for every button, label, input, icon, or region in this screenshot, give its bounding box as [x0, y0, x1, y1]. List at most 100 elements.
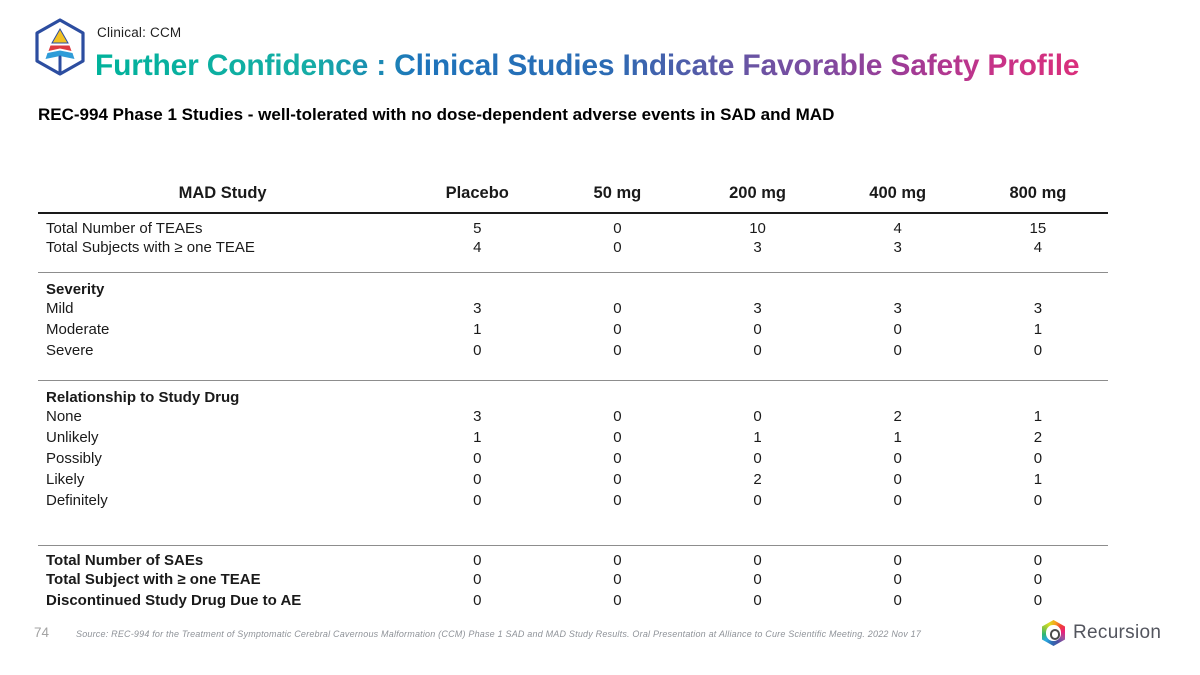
cell-value: 0	[753, 450, 762, 467]
cell-value: 0	[753, 492, 762, 509]
section-title: Relationship to Study Drug	[46, 389, 240, 406]
section-teae-totals: Total Number of TEAEs 5 0 10 4 15 Total …	[38, 213, 1108, 272]
row-label: Definitely	[46, 492, 108, 509]
recursion-hexagon-icon	[1042, 620, 1065, 646]
cell-value: 0	[473, 492, 482, 509]
hexagon-pyramid-logo-svg	[35, 18, 85, 76]
spacer-row	[38, 258, 1108, 272]
section-title-row: Severity	[38, 272, 1108, 298]
table-row: Moderate 1 0 0 0 1	[38, 319, 1108, 340]
row-label: Mild	[46, 299, 74, 317]
cell-value: 1	[753, 429, 762, 446]
table-row: Definitely 0 0 0 0 0	[38, 490, 1108, 511]
cell-value: 0	[753, 551, 762, 569]
cell-value: 0	[753, 591, 762, 609]
cell-value: 0	[473, 341, 482, 359]
cell-value: 0	[893, 320, 902, 338]
cell-value: 0	[893, 551, 902, 569]
cell-value: 0	[613, 299, 622, 317]
cell-value: 0	[613, 591, 622, 609]
mad-study-table: MAD Study Placebo 50 mg 200 mg 400 mg 80…	[38, 178, 1108, 611]
column-header-800mg: 800 mg	[967, 178, 1108, 214]
cell-value: 3	[1033, 299, 1043, 317]
table-row: Total Number of TEAEs 5 0 10 4 15	[38, 213, 1108, 237]
cell-value: 3	[893, 239, 902, 256]
cell-value: 0	[753, 570, 762, 588]
cell-value: 4	[893, 220, 902, 237]
recursion-wordmark: Recursion	[1073, 622, 1162, 643]
cell-value: 0	[473, 591, 482, 609]
cell-value: 0	[1033, 492, 1043, 509]
cell-value: 0	[1033, 450, 1043, 467]
row-label: Total Subject with ≥ one TEAE	[46, 570, 261, 588]
row-label: Total Number of SAEs	[46, 551, 204, 569]
column-header-200mg: 200 mg	[687, 178, 828, 214]
row-label: Total Subjects with ≥ one TEAE	[46, 239, 255, 256]
cell-value: 0	[613, 551, 622, 569]
row-label: Severe	[46, 341, 94, 359]
section-relationship: Relationship to Study Drug None 3 0 0 2 …	[38, 380, 1108, 546]
cell-value: 0	[893, 450, 902, 467]
cell-value: 10	[749, 220, 766, 237]
slide-subtitle: REC-994 Phase 1 Studies - well-tolerated…	[38, 105, 835, 124]
column-header-400mg: 400 mg	[827, 178, 968, 214]
table-row: Total Subjects with ≥ one TEAE 4 0 3 3 4	[38, 237, 1108, 258]
cell-value: 1	[1033, 471, 1043, 488]
spacer-row	[38, 361, 1108, 381]
cell-value: 0	[613, 220, 622, 237]
cell-value: 0	[1033, 591, 1043, 609]
table-row: Likely 0 0 2 0 1	[38, 469, 1108, 490]
source-citation: Source: REC-994 for the Treatment of Sym…	[76, 629, 922, 639]
section-title-row: Relationship to Study Drug	[38, 381, 1108, 406]
spacer-row	[38, 511, 1108, 545]
hexagon-pyramid-logo-icon	[33, 17, 87, 83]
recursion-brand: Recursion	[1042, 620, 1161, 646]
cell-value: 1	[473, 320, 482, 338]
eyebrow-label: Clinical: CCM	[97, 25, 182, 40]
cell-value: 1	[1033, 320, 1043, 338]
row-label: None	[46, 408, 82, 425]
cell-value: 3	[753, 239, 762, 256]
page-number: 74	[34, 625, 50, 640]
row-label: Total Number of TEAEs	[46, 220, 203, 237]
table-row: Mild 3 0 3 3 3	[38, 298, 1108, 319]
cell-value: 3	[473, 299, 482, 317]
cell-value: 0	[613, 570, 622, 588]
table-row: Total Subject with ≥ one TEAE 0 0 0 0 0	[38, 569, 1108, 590]
section-title: Severity	[46, 280, 105, 298]
row-label: Discontinued Study Drug Due to AE	[46, 591, 302, 609]
cell-value: 3	[473, 408, 482, 425]
cell-value: 0	[1033, 551, 1043, 569]
cell-value: 0	[753, 341, 762, 359]
cell-value: 0	[613, 341, 622, 359]
slide-title: Further Confidence : Clinical Studies In…	[95, 49, 1080, 82]
cell-value: 5	[473, 220, 482, 237]
section-sae-totals: Total Number of SAEs 0 0 0 0 0 Total Sub…	[38, 545, 1108, 611]
cell-value: 0	[753, 320, 762, 338]
cell-value: 2	[893, 408, 902, 425]
cell-value: 3	[893, 299, 902, 317]
cell-value: 0	[473, 551, 482, 569]
table-row: Total Number of SAEs 0 0 0 0 0	[38, 545, 1108, 569]
cell-value: 0	[613, 450, 622, 467]
row-label: Possibly	[46, 450, 102, 467]
cell-value: 1	[473, 429, 482, 446]
section-severity: Severity Mild 3 0 3 3 3 Moderate 1 0 0 0…	[38, 272, 1108, 381]
table-row: Unlikely 1 0 1 1 2	[38, 427, 1108, 448]
cell-value: 0	[893, 570, 902, 588]
cell-value: 4	[1033, 239, 1043, 256]
column-header-mad-study: MAD Study	[38, 178, 408, 214]
cell-value: 0	[613, 471, 622, 488]
row-label: Likely	[46, 471, 85, 488]
cell-value: 0	[473, 570, 482, 588]
cell-value: 0	[613, 239, 622, 256]
cell-value: 0	[893, 492, 902, 509]
table-row: Discontinued Study Drug Due to AE 0 0 0 …	[38, 590, 1108, 611]
cell-value: 15	[1029, 220, 1047, 237]
cell-value: 0	[893, 471, 902, 488]
row-label: Unlikely	[46, 429, 99, 446]
cell-value: 0	[613, 492, 622, 509]
cell-value: 0	[1033, 341, 1043, 359]
cell-value: 0	[1033, 570, 1043, 588]
